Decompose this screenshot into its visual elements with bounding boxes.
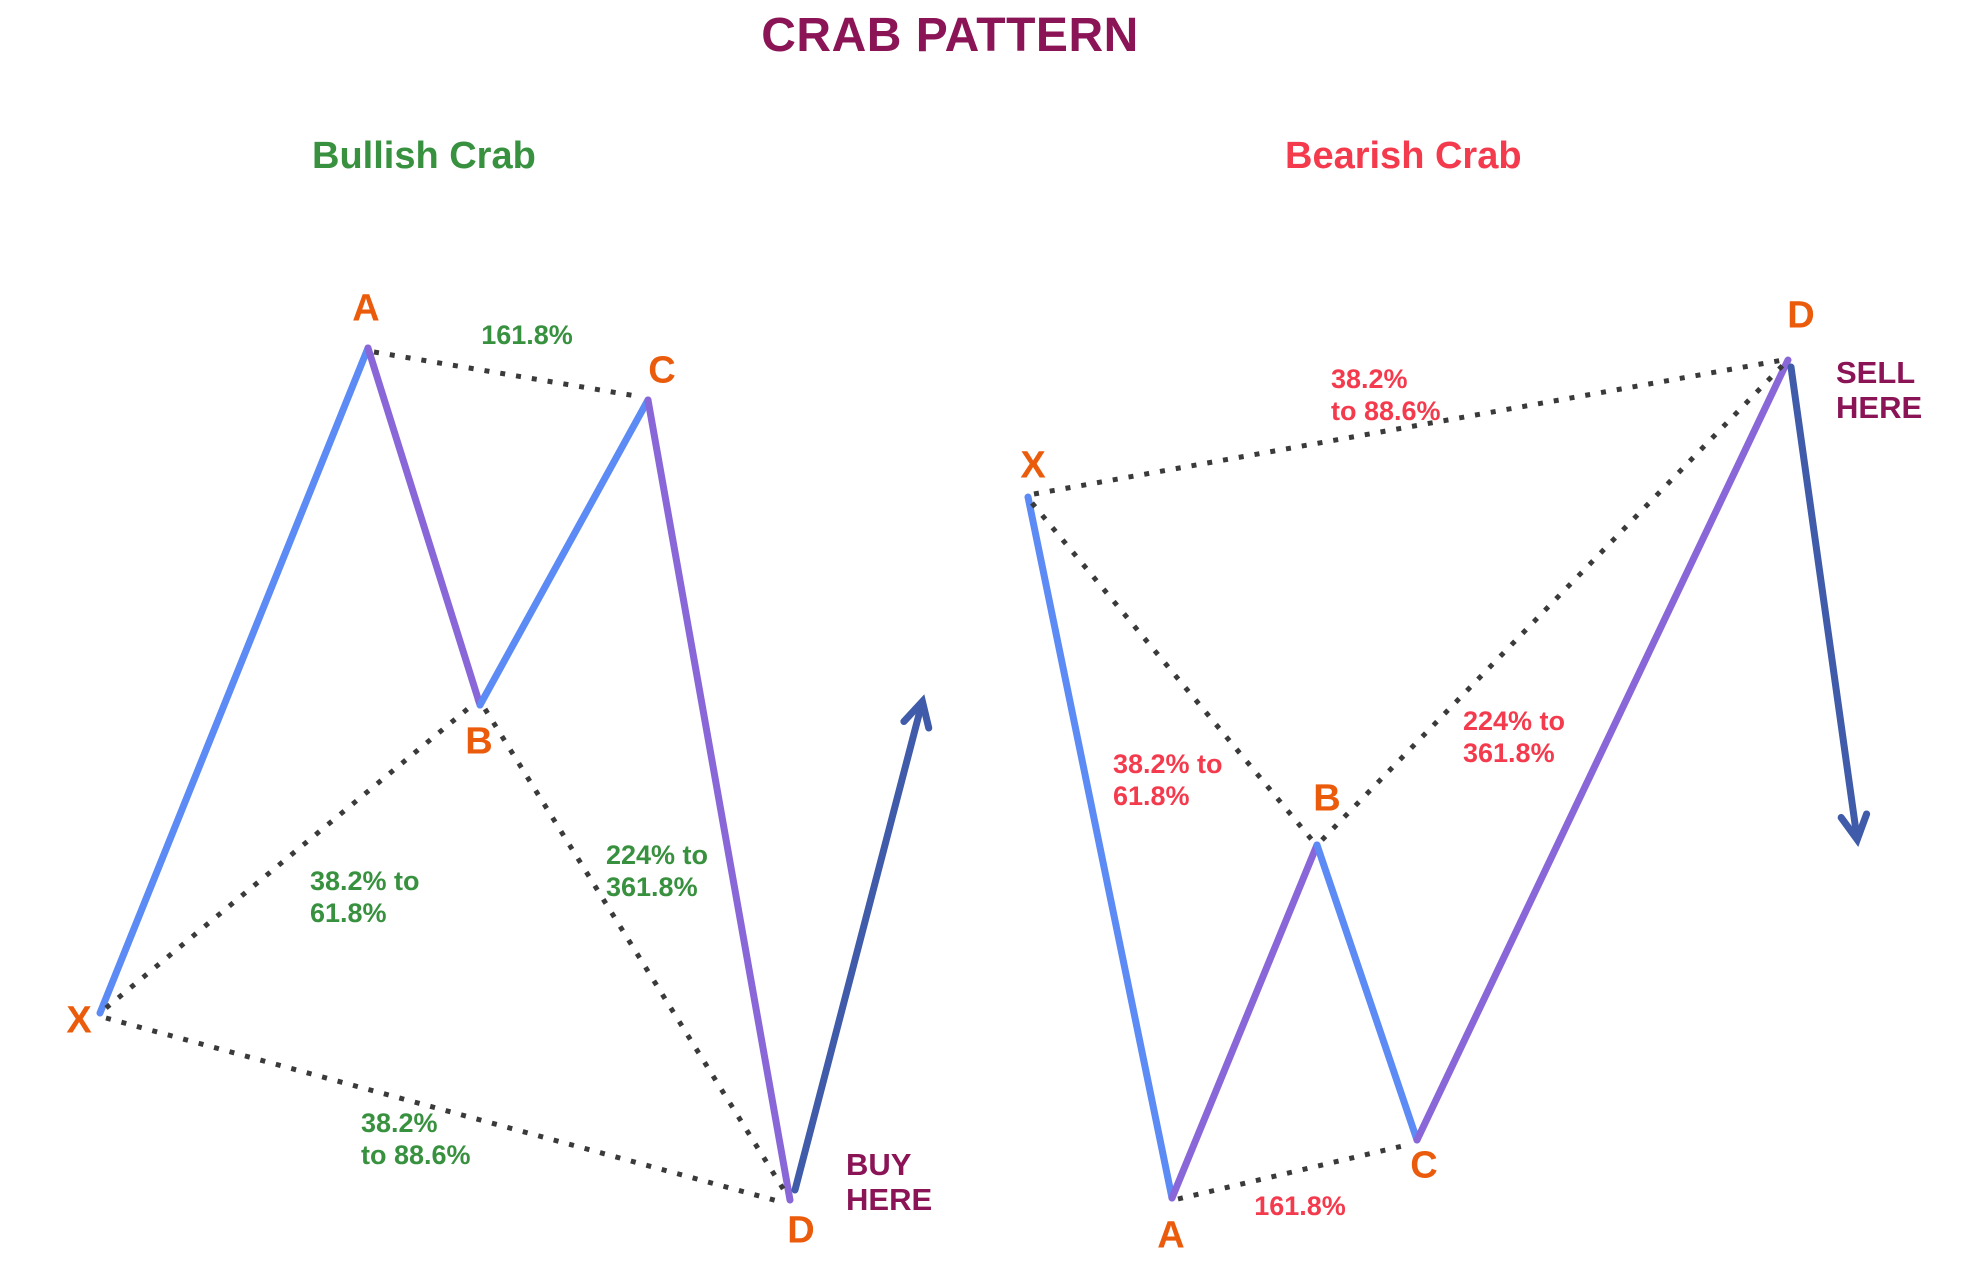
bullish-ratio-bd: 224% to 361.8%	[606, 840, 709, 902]
bearish-sell-arrow	[1787, 363, 1871, 848]
bullish-ratio-xd: 38.2% to 88.6%	[361, 1108, 471, 1170]
bullish-leg-xa	[96, 344, 372, 1017]
bearish-leg-cd	[1413, 356, 1792, 1144]
bearish-point-b: B	[1313, 777, 1341, 820]
bullish-ratio-xb: 38.2% to 61.8%	[310, 866, 420, 928]
bearish-ratio-xb: 38.2% to 61.8%	[1113, 749, 1223, 811]
bearish-ratio-xd: 38.2% to 88.6%	[1331, 364, 1441, 426]
bullish-dotted-xb	[104, 700, 478, 1010]
bullish-leg-cd	[644, 396, 794, 1204]
bullish-heading: Bullish Crab	[312, 135, 536, 177]
bullish-point-b: B	[465, 720, 493, 763]
bullish-leg-ab	[364, 344, 484, 709]
bullish-point-d: D	[787, 1209, 815, 1252]
bearish-point-c: C	[1410, 1144, 1438, 1187]
bearish-leg-ab	[1168, 841, 1321, 1202]
bearish-ratio-bd: 224% to 361.8%	[1463, 706, 1566, 768]
bullish-dotted-ac	[373, 349, 643, 400]
bearish-point-x: X	[1020, 444, 1046, 487]
bullish-buy-arrow	[791, 694, 933, 1194]
bullish-leg-bc	[476, 396, 652, 709]
bullish-ratio-ac: 161.8%	[481, 320, 573, 351]
bearish-point-a: A	[1157, 1214, 1185, 1257]
bullish-point-a: A	[352, 287, 380, 330]
bearish-leg-bc	[1313, 841, 1421, 1144]
bearish-heading: Bearish Crab	[1285, 135, 1522, 177]
bearish-point-d: D	[1787, 294, 1815, 337]
bullish-point-x: X	[66, 999, 92, 1042]
page-title: CRAB PATTERN	[761, 9, 1139, 62]
bearish-leg-xa	[1024, 493, 1176, 1202]
bullish-point-c: C	[648, 349, 676, 392]
bullish-buy-here-label: BUY HERE	[846, 1147, 933, 1217]
bullish-dotted-bd	[482, 707, 790, 1197]
bearish-sell-here-label: SELL HERE	[1836, 355, 1923, 425]
bearish-ratio-ac: 161.8%	[1254, 1191, 1346, 1222]
